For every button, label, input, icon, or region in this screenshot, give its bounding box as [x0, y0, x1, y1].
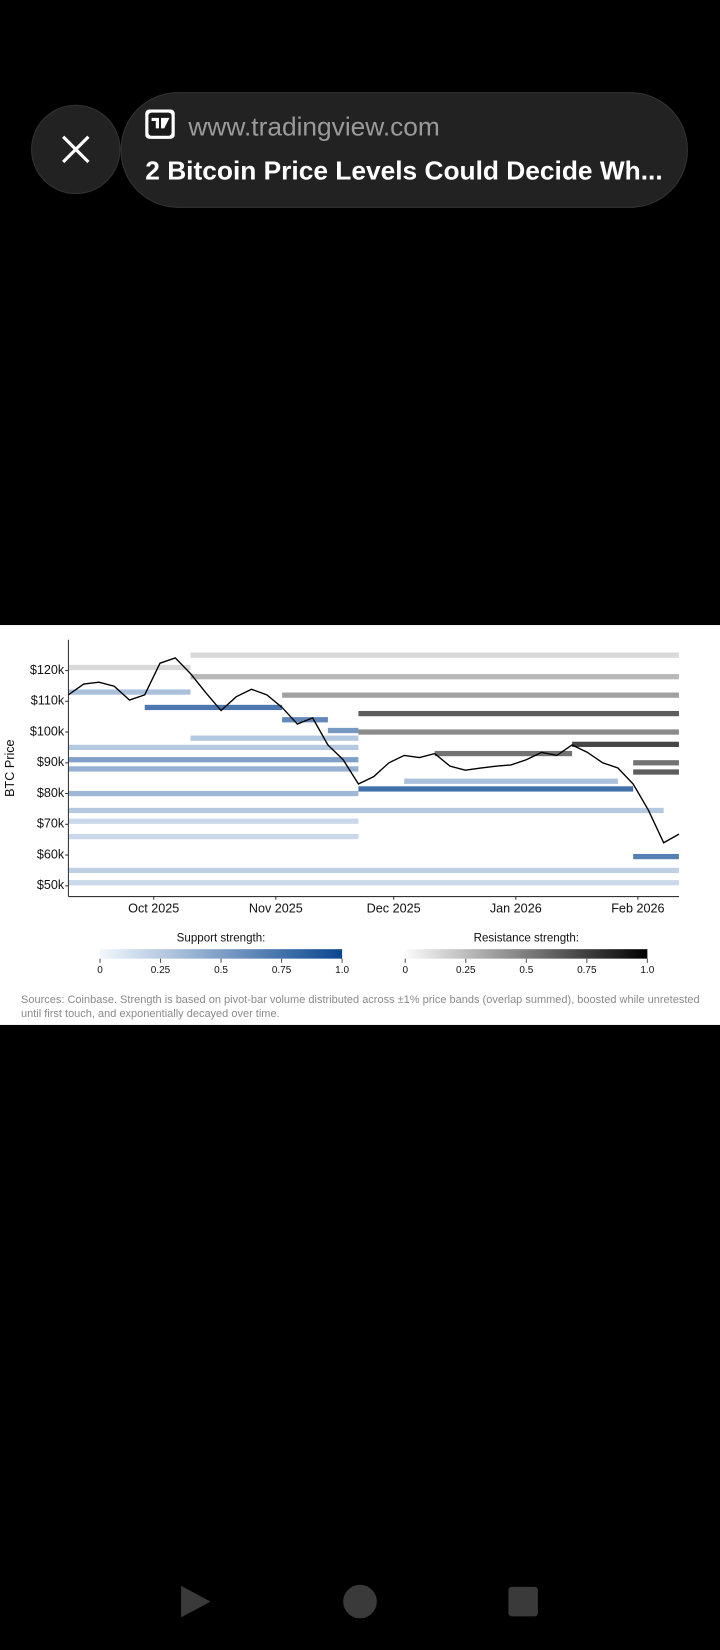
strength-band — [68, 744, 359, 751]
colorbar-tick-label: 0.25 — [456, 965, 476, 976]
strength-band — [633, 760, 679, 766]
colorbar-tick-label: 0.25 — [151, 965, 171, 976]
close-icon — [62, 135, 90, 164]
strength-band — [327, 727, 359, 734]
colorbar-tick-label: 0.5 — [214, 965, 228, 976]
x-tick-label: Oct 2025 — [128, 902, 179, 916]
strength-band — [633, 769, 679, 775]
strength-band — [144, 704, 283, 711]
nav-home[interactable] — [343, 1584, 377, 1619]
strength-band — [190, 674, 679, 680]
strength-band — [434, 750, 573, 757]
y-tick-label: $50k — [37, 878, 65, 892]
colorbar-tick-label: 0.5 — [519, 965, 533, 976]
y-tick-label: $80k — [37, 786, 65, 800]
strength-band — [68, 880, 679, 886]
strength-band — [68, 689, 191, 695]
strength-band — [68, 664, 191, 671]
colorbar-tick-label: 1.0 — [640, 965, 654, 976]
strength-band — [633, 853, 679, 860]
strength-band — [358, 786, 634, 792]
strength-band — [190, 652, 679, 658]
url-pill[interactable] — [120, 92, 688, 208]
plot: $50k $60k $70k $80k $90k $100k $110k $120k Oct 2… — [30, 639, 680, 976]
colorbar-tick-label: 0 — [402, 965, 408, 976]
x-tick-label: Feb 2026 — [611, 902, 664, 916]
strength-band — [282, 692, 679, 698]
page-title: 2 Bitcoin Price Levels Could Decide Wh..… — [145, 156, 662, 186]
price-line — [68, 657, 680, 844]
strength-band — [68, 790, 359, 797]
y-tick-label: $60k — [37, 847, 65, 861]
strength-band — [190, 735, 359, 741]
strength-band — [358, 729, 679, 735]
legend-title: Resistance strength: — [474, 933, 579, 945]
colorbar-tick-label: 0.75 — [272, 965, 292, 976]
legend-title: Support strength: — [177, 933, 266, 945]
strength-band — [68, 757, 359, 763]
colorbar — [405, 949, 648, 959]
strength-band — [68, 818, 359, 824]
x-tick-label: Dec 2025 — [367, 902, 421, 916]
source-note: Sources: Coinbase. Strength is based on … — [21, 994, 700, 1020]
colorbar-tick-label: 0 — [97, 965, 103, 976]
strength-band — [358, 710, 679, 717]
y-tick-label: $90k — [37, 755, 65, 769]
colorbar-tick-label: 0.75 — [577, 965, 597, 976]
y-axis-label: BTC Price — [3, 739, 17, 796]
strength-band — [68, 867, 679, 874]
x-tick-label: Nov 2025 — [249, 902, 303, 916]
y-tick-label: $100k — [30, 724, 65, 738]
colorbar — [100, 949, 343, 959]
strength-band — [68, 766, 359, 772]
nav-back[interactable] — [181, 1585, 211, 1618]
strength-band — [282, 717, 328, 723]
strength-band — [68, 807, 664, 814]
colorbar-tick-label: 1.0 — [335, 965, 349, 976]
strength-band — [68, 833, 359, 840]
nav-recents[interactable] — [508, 1586, 538, 1617]
strength-band — [404, 778, 618, 784]
x-tick-label: Jan 2026 — [490, 902, 542, 916]
site-logo — [151, 117, 170, 129]
y-tick-label: $110k — [31, 694, 65, 708]
url: www.tradingview.com — [187, 111, 439, 141]
strength-band — [572, 741, 679, 747]
site-icon-inner — [148, 112, 172, 136]
y-tick-label: $120k — [30, 663, 65, 677]
y-tick-label: $70k — [37, 817, 65, 831]
